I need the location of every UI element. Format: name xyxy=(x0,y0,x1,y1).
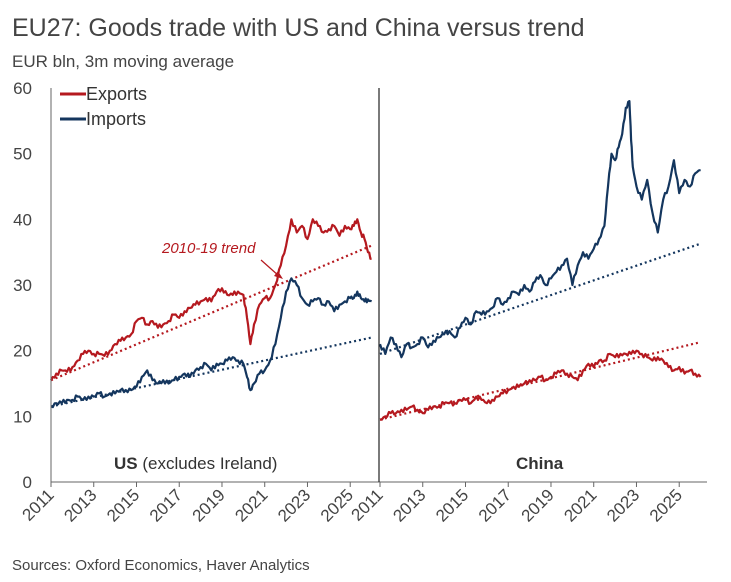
legend: Exports Imports xyxy=(60,84,147,129)
x-tick-label-china: 2023 xyxy=(603,485,643,525)
panel-label-china: China xyxy=(516,454,564,473)
x-tick-label-china: 2019 xyxy=(518,485,558,525)
trend-line-imports-us xyxy=(50,336,372,408)
y-tick-label: 60 xyxy=(13,79,32,98)
panel-label-us: US (excludes Ireland) xyxy=(114,454,277,473)
trend-line-exports-us xyxy=(50,244,373,382)
series-line-exports-us xyxy=(50,218,372,381)
x-tick-label-us: 2015 xyxy=(103,485,143,525)
series-line-imports-us xyxy=(50,277,373,409)
panel-label-china-bold: China xyxy=(516,454,564,473)
x-tick-label-china: 2015 xyxy=(432,485,472,525)
y-tick-label: 40 xyxy=(13,210,32,229)
x-tick-label-us: 2021 xyxy=(231,485,271,525)
y-tick-label: 10 xyxy=(13,407,32,426)
trend-annotation-arrow xyxy=(260,259,280,277)
y-tick-label: 20 xyxy=(13,342,32,361)
y-tick-label: 30 xyxy=(13,276,32,295)
x-tick-label-china: 2021 xyxy=(560,485,600,525)
y-tick-label: 50 xyxy=(13,145,32,164)
y-tick-label: 0 xyxy=(23,473,32,492)
chart-title: EU27: Goods trade with US and China vers… xyxy=(12,14,585,42)
series-line-exports-china xyxy=(379,349,702,421)
chart-source: Sources: Oxford Economics, Haver Analyti… xyxy=(12,557,310,574)
x-tick-label-us: 2023 xyxy=(274,485,314,525)
x-tick-label-china: 2011 xyxy=(348,485,387,524)
trend-layer xyxy=(50,242,701,421)
x-tick-label-us: 2025 xyxy=(317,485,357,525)
trend-annotation: 2010-19 trend xyxy=(161,240,256,257)
x-tick-label-china: 2025 xyxy=(646,485,686,525)
series-line-imports-china xyxy=(378,100,701,359)
x-tick-label-us: 2017 xyxy=(146,485,186,525)
legend-imports-label: Imports xyxy=(86,109,146,129)
panel-label-us-rest: (excludes Ireland) xyxy=(138,454,278,473)
trend-annotation-arrowhead xyxy=(274,271,283,279)
panel-label-us-bold: US xyxy=(114,454,138,473)
x-tick-label-us: 2019 xyxy=(189,485,229,525)
x-tick-label-us: 2013 xyxy=(60,485,100,525)
x-tick-label-china: 2013 xyxy=(389,485,429,525)
trend-line-imports-china xyxy=(379,242,701,355)
chart-subtitle: EUR bln, 3m moving average xyxy=(12,52,235,71)
series-layer xyxy=(50,100,702,421)
legend-exports-label: Exports xyxy=(86,84,147,104)
x-tick-label-china: 2017 xyxy=(475,485,515,525)
